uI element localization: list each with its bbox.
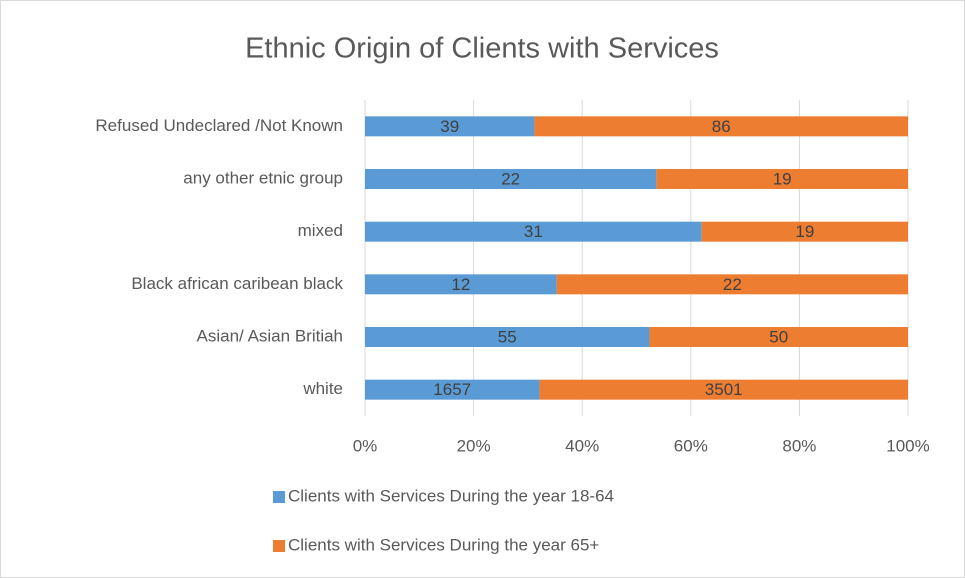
- data-label: 22: [723, 275, 742, 294]
- x-tick-label: 100%: [886, 436, 929, 455]
- bar-segment: [556, 274, 908, 295]
- data-label: 86: [712, 117, 731, 136]
- y-tick-label: mixed: [298, 221, 343, 240]
- bar-segment: [534, 116, 908, 137]
- data-label: 55: [498, 327, 517, 346]
- x-tick-label: 40%: [565, 436, 599, 455]
- bar-segment: [365, 116, 535, 137]
- data-label: 19: [795, 222, 814, 241]
- legend-label: Clients with Services During the year 65…: [288, 535, 599, 554]
- bar-segment: [365, 221, 702, 242]
- x-tick-label: 0%: [353, 436, 378, 455]
- data-label: 3501: [705, 380, 743, 399]
- y-tick-label: any other etnic group: [183, 168, 343, 187]
- bar-segment: [649, 327, 908, 347]
- bar-segment: [365, 327, 650, 347]
- bar-segment: [365, 379, 540, 400]
- y-tick-label: white: [302, 379, 343, 398]
- data-label: 1657: [433, 380, 471, 399]
- bar-segment: [701, 221, 908, 242]
- bar-segment: [539, 379, 908, 400]
- data-label: 39: [440, 117, 459, 136]
- legend-swatch: [273, 540, 285, 552]
- legend-swatch: [273, 491, 285, 503]
- bar-segment: [365, 274, 557, 295]
- y-tick-label: Black african caribean black: [131, 274, 343, 293]
- bar-segment: [365, 169, 657, 189]
- data-label: 31: [524, 222, 543, 241]
- data-label: 50: [769, 327, 788, 346]
- x-tick-label: 80%: [782, 436, 816, 455]
- x-tick-label: 20%: [457, 436, 491, 455]
- y-tick-label: Refused Undeclared /Not Known: [95, 116, 343, 135]
- data-label: 12: [451, 275, 470, 294]
- data-label: 19: [773, 169, 792, 188]
- bar-segment: [656, 169, 908, 189]
- legend-label: Clients with Services During the year 18…: [288, 486, 614, 505]
- chart-title: Ethnic Origin of Clients with Services: [245, 33, 719, 65]
- y-tick-label: Asian/ Asian Britiah: [197, 326, 343, 345]
- data-label: 22: [501, 169, 520, 188]
- x-tick-label: 60%: [674, 436, 708, 455]
